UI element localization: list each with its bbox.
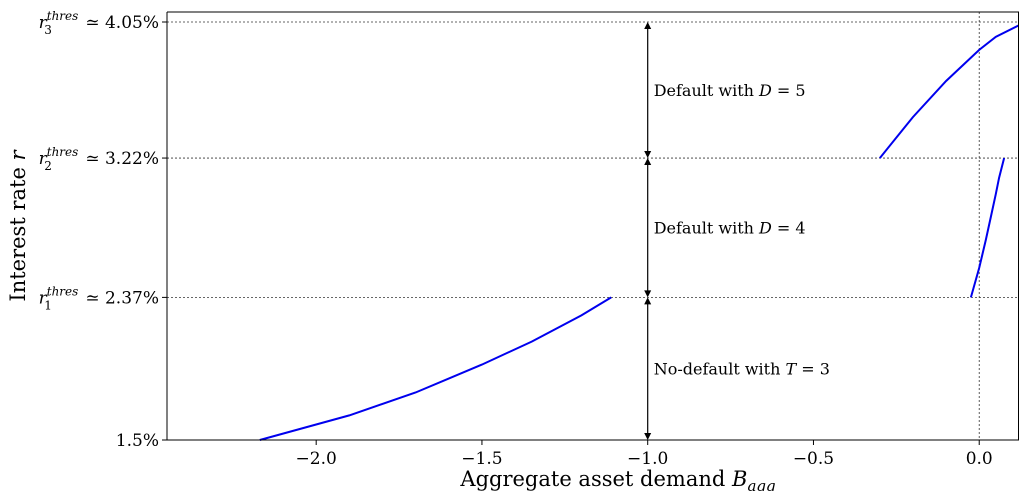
annotation-arrowhead-down-1	[644, 433, 652, 440]
annotation-variable: D	[758, 219, 772, 238]
y-axis-label-text: Interest rate	[6, 160, 30, 301]
y-tick-label: rthres 3 ≃ 4.05%	[39, 9, 159, 37]
y-tick-superscript: thres	[47, 9, 79, 23]
x-tick-label: 0.0	[966, 449, 993, 469]
annotation-text: Default with	[654, 219, 759, 238]
annotation-variable: D	[758, 81, 772, 100]
annotation-label-2: Default with D = 4	[654, 219, 806, 238]
y-tick-value: ≃ 3.22%	[80, 149, 159, 169]
annotation-value: = 3	[796, 360, 830, 379]
x-tick-label: −1.0	[627, 449, 668, 469]
y-tick-value: ≃ 2.37%	[80, 288, 159, 308]
y-tick-label: rthres 2 ≃ 3.22%	[39, 145, 159, 173]
x-axis-label-text: Aggregate asset demand	[459, 467, 732, 491]
y-tick-subscript: 1	[44, 298, 52, 312]
y-tick-subscript: 2	[44, 159, 52, 173]
y-tick-value: ≃ 4.05%	[80, 13, 159, 33]
annotation-value: = 5	[772, 81, 806, 100]
annotation-value: = 4	[772, 219, 806, 238]
annotation-label-1: No-default with T = 3	[654, 360, 830, 379]
series-line-3	[969, 157, 1006, 298]
label-layer: −2.0 −1.5 −1.0 −0.5 0.01.5%rthres 1 ≃ 2.37%rt…	[6, 9, 993, 491]
series-layer	[259, 24, 1019, 441]
annotation-arrowhead-up-3	[644, 22, 652, 29]
y-tick-symbol: r	[39, 13, 48, 33]
annotation-text: No-default with	[654, 360, 786, 379]
annotation-arrowhead-down-3	[644, 151, 652, 159]
x-axis-label-subscript: agg	[747, 477, 775, 491]
x-tick-label: −0.5	[793, 449, 834, 469]
series-line-2	[879, 24, 1019, 159]
y-tick-superscript: thres	[47, 145, 79, 159]
x-tick-label: −1.5	[461, 449, 502, 469]
annotation-arrowhead-up-1	[644, 297, 652, 305]
annotation-text: Default with	[654, 81, 759, 100]
axis-layer	[162, 11, 1019, 445]
y-tick-label: rthres 1 ≃ 2.37%	[39, 284, 159, 312]
y-tick-symbol: r	[39, 288, 48, 308]
y-tick-subscript: 3	[44, 23, 52, 37]
y-axis-label: Interest rate r	[6, 148, 30, 301]
y-tick-label: 1.5%	[116, 431, 159, 451]
y-axis-label-variable: r	[6, 148, 30, 160]
x-axis-label: Aggregate asset demand Bagg	[459, 467, 775, 491]
series-line-1	[259, 296, 612, 441]
annotation-arrowhead-down-2	[644, 290, 652, 298]
annotation-variable: T	[785, 360, 797, 379]
annotation-label-3: Default with D = 5	[654, 81, 806, 100]
annotation-arrowhead-up-2	[644, 158, 652, 166]
x-axis-label-variable: B	[731, 467, 747, 491]
y-tick-symbol: r	[39, 149, 48, 169]
x-tick-label: −2.0	[296, 449, 337, 469]
y-tick-superscript: thres	[47, 284, 79, 298]
reference-lines-layer	[167, 12, 1019, 440]
